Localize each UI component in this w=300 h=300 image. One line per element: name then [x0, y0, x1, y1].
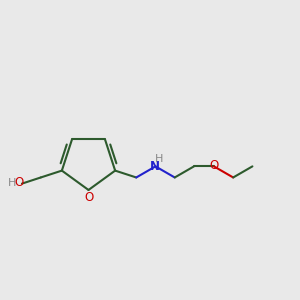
Text: O: O — [209, 159, 219, 172]
Text: N: N — [150, 160, 160, 172]
Text: O: O — [84, 191, 93, 204]
Text: O: O — [15, 176, 24, 189]
Text: H: H — [8, 178, 16, 188]
Text: H: H — [155, 154, 163, 164]
